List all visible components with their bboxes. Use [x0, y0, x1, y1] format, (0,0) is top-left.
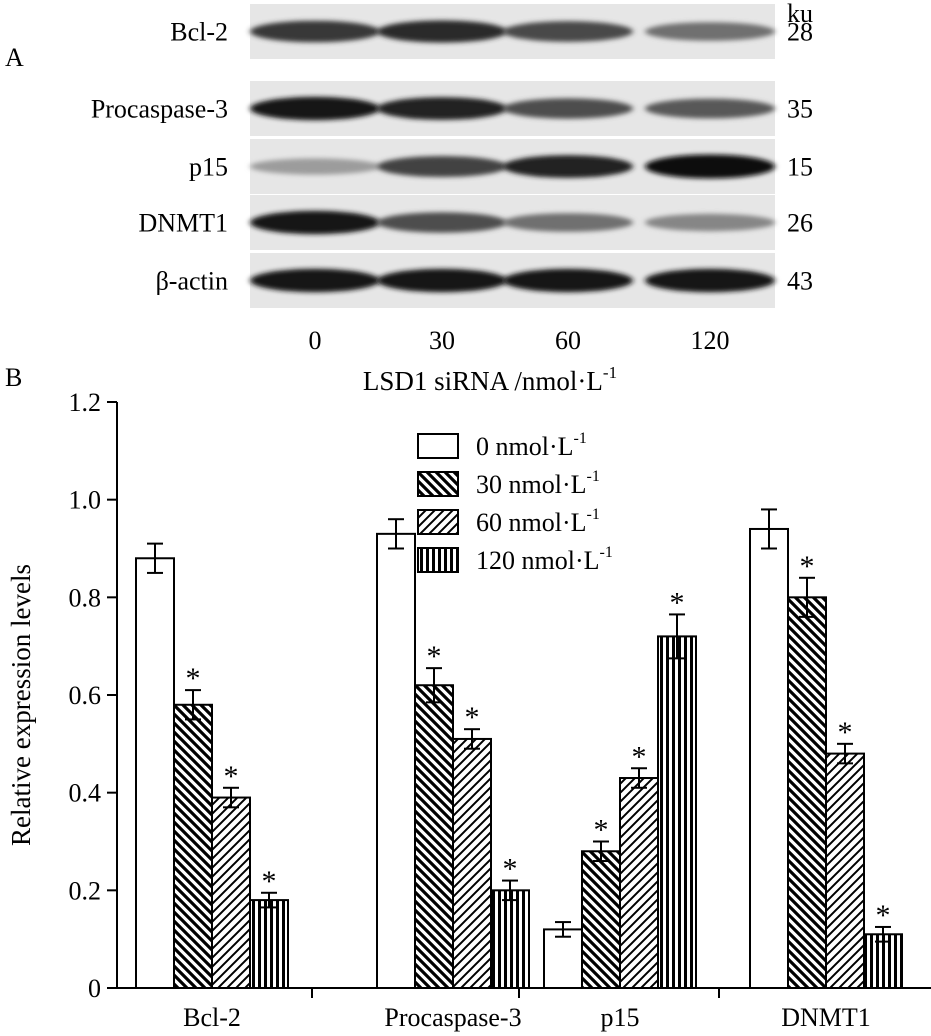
bar — [787, 596, 827, 989]
blot-protein-label: DNMT1 — [138, 209, 228, 238]
bar — [211, 796, 251, 989]
bar — [414, 684, 454, 989]
legend-swatch — [417, 509, 459, 535]
legend: 0 nmol·L-1 30 nmol·L-1 60 nmol·L-1 120 nmol… — [417, 430, 613, 575]
blot-band — [250, 268, 380, 293]
blot-band — [250, 158, 380, 175]
blot-band — [377, 212, 507, 233]
significance-marker: * — [262, 865, 277, 898]
significance-marker: * — [800, 550, 815, 583]
x-category-label: Bcl-2 — [183, 1003, 241, 1032]
blot-band — [645, 268, 775, 293]
blot-protein-label: p15 — [189, 153, 228, 182]
panel-a: A ku Bcl-2 28 Procaspase-3 35 p15 15 DNMT1 26 β-… — [5, 0, 813, 396]
blot-protein-label: β-actin — [156, 267, 228, 296]
legend-label: 0 nmol·L-1 — [476, 430, 587, 461]
y-tick-label: 1.2 — [69, 388, 102, 417]
y-tick-label: 1.0 — [69, 486, 102, 515]
x-category-label: p15 — [601, 1003, 640, 1032]
y-tick-label: 0.4 — [69, 779, 102, 808]
blot-band — [503, 21, 633, 42]
bar — [863, 933, 903, 989]
bar — [825, 752, 865, 989]
bar — [619, 777, 659, 989]
significance-marker: * — [224, 760, 239, 793]
panel-a-label: A — [5, 43, 24, 72]
significance-marker: * — [465, 701, 480, 734]
bar — [135, 557, 175, 989]
blot-band — [250, 96, 380, 121]
blot-band — [645, 98, 775, 119]
bar — [249, 899, 289, 989]
bar — [490, 889, 530, 989]
blot-band — [503, 155, 633, 178]
lane-label: 60 — [555, 326, 581, 355]
bar — [452, 737, 492, 990]
bar — [173, 703, 213, 989]
blot-band — [377, 268, 507, 293]
legend-label: 30 nmol·L-1 — [476, 468, 600, 499]
blot-band — [503, 268, 633, 293]
y-tick-label: 0.6 — [69, 681, 102, 710]
blot-band — [645, 154, 775, 179]
legend-swatch — [417, 547, 459, 573]
blot-band — [503, 213, 633, 232]
significance-marker: * — [186, 662, 201, 695]
significance-marker: * — [670, 586, 685, 619]
blot-kda-label: 15 — [787, 153, 813, 182]
panel-b: B Relative expression levels 00.20.40.60… — [5, 363, 931, 1032]
x-category-label: Procaspase-3 — [384, 1003, 521, 1032]
legend-swatch — [417, 471, 459, 497]
bar — [581, 850, 621, 989]
kda-unit-label: ku — [787, 0, 813, 28]
y-axis-label: Relative expression levels — [6, 564, 36, 846]
blot-band — [645, 22, 775, 41]
bar — [749, 527, 789, 989]
bar — [657, 635, 697, 990]
bar — [543, 928, 583, 990]
blot-protein-label: Procaspase-3 — [91, 95, 228, 124]
significance-marker: * — [503, 853, 518, 886]
blot-band — [377, 20, 507, 43]
legend-label: 120 nmol·L-1 — [476, 544, 613, 575]
blot-protein-label: Bcl-2 — [170, 18, 228, 47]
legend-label: 60 nmol·L-1 — [476, 506, 600, 537]
blot-x-axis-label: LSD1 siRNA /nmol·L-1 — [363, 363, 617, 396]
blot-band — [645, 213, 775, 232]
significance-marker: * — [427, 640, 442, 673]
panel-b-label: B — [5, 363, 22, 392]
x-category-label: DNMT1 — [781, 1003, 871, 1032]
blot-band — [503, 98, 633, 119]
y-axis: 0 0.2 0.4 0.6 0.8 1.0 1.2 — [69, 388, 118, 1003]
blot-band — [250, 20, 380, 43]
blot-band — [250, 210, 380, 235]
legend-swatch — [417, 433, 459, 459]
y-tick-label: 0 — [88, 974, 101, 1003]
significance-marker: * — [838, 716, 853, 749]
x-axis: Bcl-2 Procaspase-3 p15 DNMT1 — [117, 987, 931, 1032]
bar — [376, 532, 416, 989]
blot-band — [377, 97, 507, 120]
blot-kda-label: 26 — [787, 209, 813, 238]
significance-marker: * — [876, 899, 891, 932]
blot-band — [377, 156, 507, 177]
blot-rows: Bcl-2 28 Procaspase-3 35 p15 15 DNMT1 26 β-actin… — [91, 4, 813, 308]
lane-label: 120 — [691, 326, 730, 355]
lane-label: 30 — [429, 326, 455, 355]
blot-kda-label: 43 — [787, 267, 813, 296]
lane-labels: 0 30 60 120 — [309, 326, 730, 355]
blot-kda-label: 35 — [787, 95, 813, 124]
significance-marker: * — [632, 740, 647, 773]
significance-marker: * — [594, 814, 609, 847]
bars: * * * * * * * * * * * * — [135, 508, 903, 990]
lane-label: 0 — [309, 326, 322, 355]
blot-kda-label: 28 — [787, 18, 813, 47]
y-tick-label: 0.8 — [69, 583, 102, 612]
y-tick-label: 0.2 — [69, 876, 102, 905]
